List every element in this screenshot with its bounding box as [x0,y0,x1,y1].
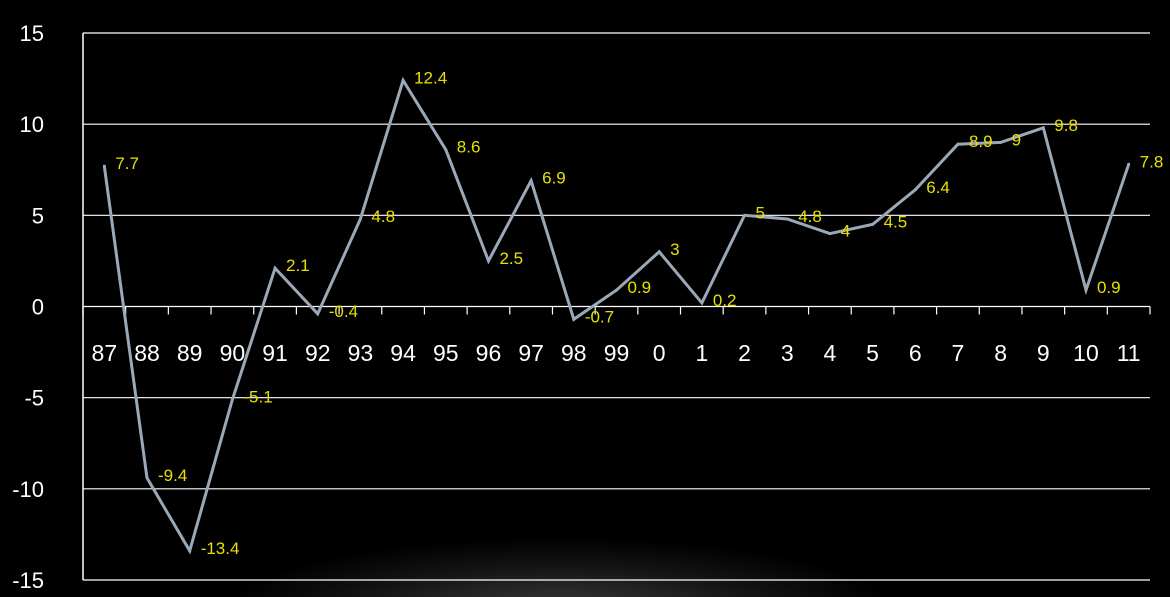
data-point [871,222,875,226]
data-point [828,232,832,236]
data-point [316,312,320,316]
data-label: -0.4 [329,302,358,321]
y-tick-label: 5 [32,203,44,228]
data-label: 0.2 [713,291,737,310]
data-label: 6.4 [926,178,950,197]
x-tick-label: 4 [824,340,837,366]
y-tick-label: 0 [32,295,44,320]
data-label: 6.9 [542,169,566,188]
data-label: -13.4 [201,539,240,558]
data-point [401,78,405,82]
data-point [529,179,533,183]
x-tick-label: 3 [781,340,794,366]
data-point [102,164,106,168]
x-tick-label: 99 [604,340,630,366]
data-label: 4.8 [798,207,822,226]
x-tick-label: 94 [390,340,416,366]
data-point [956,142,960,146]
data-point [572,317,576,321]
data-point [1127,162,1131,166]
data-label: 4 [841,222,850,241]
x-tick-label: 90 [220,340,246,366]
data-label: 8.9 [969,132,993,151]
data-label: 2.5 [499,249,523,268]
data-label: -5.1 [243,387,272,406]
data-labels: 7.7 -9.4 -13.4 -5.1 2.1 -0.4 4.8 12.4 8.6 2.5 6.9 -… [115,68,1163,557]
data-label: -0.7 [585,307,614,326]
x-tick-label: 98 [561,340,587,366]
data-label: 9 [1012,130,1021,149]
data-point [273,266,277,270]
data-point [615,288,618,292]
y-tick-label: -10 [12,477,44,502]
data-label: 4.5 [884,212,908,231]
data-label: 4.8 [371,207,395,226]
data-point [913,188,917,192]
data-point [700,301,704,305]
series-line-group [102,76,1131,555]
x-tick-label: 87 [92,340,118,366]
data-point [1041,126,1045,130]
data-label: 9.8 [1054,116,1078,135]
data-label: 2.1 [286,256,310,275]
x-tick-label: 8 [994,340,1007,366]
data-point [145,476,149,480]
x-tick-label: 95 [433,340,459,366]
x-tick-label: 97 [518,340,544,366]
data-label: 7.7 [115,154,139,173]
x-tick-label: 89 [177,340,203,366]
data-label: 5 [756,203,765,222]
data-point [785,217,789,221]
data-point [486,259,490,263]
data-point [1084,288,1088,292]
x-tick-label: 10 [1073,340,1099,366]
x-tick-label: 11 [1117,340,1141,366]
x-tick-label: 2 [738,340,751,366]
data-point [444,148,448,152]
data-point [358,217,362,221]
x-tick-label: 7 [952,340,965,366]
y-axis: 15 10 5 0 -5 -10 -15 [12,21,84,593]
y-tick-label: -15 [12,568,44,593]
data-label: 0.9 [1097,278,1121,297]
y-tick-label: 10 [20,112,44,137]
gridlines [83,32,1150,581]
x-tick-label: 91 [262,340,288,366]
y-tick-label: -5 [24,386,44,411]
x-tick-label: 6 [909,340,922,366]
y-tick-label: 15 [20,21,44,46]
data-label: -9.4 [158,466,187,485]
x-tick-label: 93 [348,340,374,366]
data-point [230,397,234,401]
data-label: 12.4 [414,68,447,87]
data-label: 3 [670,240,679,259]
data-point [999,140,1003,144]
data-label: 8.6 [457,138,481,157]
x-axis: 87 88 89 90 91 92 93 94 95 96 97 98 99 0 1 2 3 4 5 6 7 8 9 10 11 [82,306,1151,366]
x-tick-label: 5 [866,340,879,366]
x-tick-label: 9 [1037,340,1050,366]
x-tick-label: 0 [653,340,666,366]
x-tick-label: 96 [476,340,502,366]
x-tick-label: 1 [695,340,708,366]
data-label: 0.9 [628,278,652,297]
x-tick-label: 92 [305,340,331,366]
data-label: 7.8 [1140,152,1164,171]
data-point [657,250,661,254]
x-tick-label: 88 [134,340,160,366]
data-point [743,213,747,217]
data-point [188,549,192,553]
